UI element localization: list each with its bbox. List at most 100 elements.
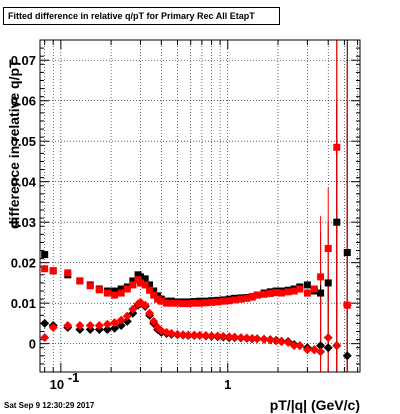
data-point-square [208,298,216,306]
error-bars [320,40,348,372]
grid-lines [40,40,360,372]
y-tick-label: 0.03 [11,215,36,230]
data-point-diamond [277,337,287,347]
data-point-square [123,285,131,293]
data-point-diamond [332,341,342,351]
data-point-diamond [295,341,305,351]
tick-labels: 0 0.01 0.02 0.03 0.04 0.05 0.06 0.07 10 -1 1 [11,53,232,392]
data-point-square [49,267,57,275]
x-tick-label: 10 [50,377,64,392]
data-point-diamond [149,316,159,326]
data-point-square [157,297,165,305]
data-point-diamond [63,320,73,330]
data-point-square [290,287,298,295]
data-point-diamond [230,332,240,342]
data-point-square [202,299,210,307]
data-point-square [278,289,286,297]
data-point-diamond [265,335,275,345]
data-point-square [163,299,171,307]
data-point-diamond [40,318,50,328]
data-point-square [150,291,158,299]
data-point-square [129,281,137,289]
data-point-diamond [166,329,176,339]
data-point-square [237,295,245,303]
data-point-square [190,299,198,307]
data-point-square [117,285,125,293]
data-point-diamond [218,331,228,341]
data-point-square [117,289,125,297]
data-point-square [333,218,341,226]
data-point-square [248,293,256,301]
data-point-diamond [116,320,126,330]
data-point-square [324,279,332,287]
data-point-square [41,251,49,259]
data-point-square [231,296,239,304]
data-point-diamond [247,333,257,343]
data-point-diamond [85,320,95,330]
data-point-square [141,275,149,283]
chart-title: Fitted difference in relative q/pT for P… [8,11,255,21]
data-point-square [214,298,222,306]
data-point-diamond [342,300,352,310]
data-point-square [64,269,72,277]
y-axis-title: difference in relative q/pT [6,59,22,229]
data-point-diamond [116,315,126,325]
data-point-square [284,288,292,296]
data-point-diamond [122,311,132,321]
data-point-square [174,299,182,307]
data-point-diamond [283,337,293,347]
data-point-square [219,297,227,305]
data-point-diamond [323,343,333,353]
data-point-square [41,265,49,273]
data-point-diamond [110,318,120,328]
data-point-square [272,289,280,297]
data-point-square [141,281,149,289]
data-point-square [253,291,261,299]
data-point-square [184,300,192,308]
data-point-square [225,297,233,305]
data-point-square [111,291,119,299]
data-point-diamond [289,341,299,351]
data-point-square [129,277,137,285]
data-point-square [243,294,251,302]
data-point-square [317,273,325,281]
data-point-diamond [178,330,188,340]
data-point-diamond [271,336,281,346]
data-point-square [95,286,103,294]
x-tick-label-exponent: -1 [68,370,80,385]
data-point-diamond [259,334,269,344]
data-point-diamond [252,334,262,344]
data-point-square [146,281,154,289]
data-point-square [317,289,325,297]
data-point-diamond [102,319,112,329]
data-point-diamond [110,323,120,333]
data-point-diamond [183,330,193,340]
y-tick-label: 0.06 [11,94,36,109]
data-point-square [260,290,268,298]
data-point-square [296,285,304,293]
data-point-diamond [140,300,150,310]
y-tick-label: 0.07 [11,53,36,68]
data-point-diamond [316,341,326,351]
data-point-diamond [224,332,234,342]
data-point-square [167,299,175,307]
data-point-square [303,289,311,297]
footer-timestamp: Sat Sep 9 12:30:29 2017 [4,401,95,410]
data-point-diamond [242,333,252,343]
data-point-diamond [94,320,104,330]
data-point-diamond [173,329,183,339]
data-markers [40,143,352,361]
data-point-diamond [48,322,58,332]
chart-title-box: Fitted difference in relative q/pT for P… [3,7,280,25]
data-point-square [154,295,162,303]
data-point-square [86,282,94,290]
data-point-diamond [316,347,326,357]
data-point-diamond [122,316,132,326]
data-point-square [111,287,119,295]
data-point-square [343,249,351,257]
axis-ticks [40,40,360,373]
data-point-diamond [201,331,211,341]
y-tick-label: 0.01 [11,296,36,311]
data-point-square [324,245,332,253]
